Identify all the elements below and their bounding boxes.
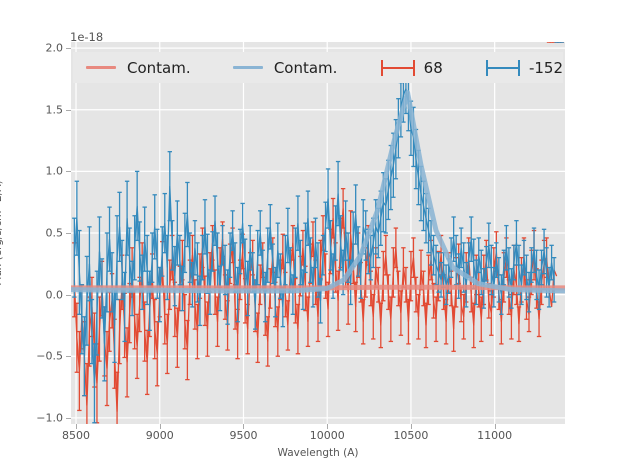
y-tick-label: 1.0 <box>45 164 64 178</box>
x-tick-mark <box>410 424 412 429</box>
legend-entry-1[interactable]: Contam. <box>220 52 338 83</box>
contamination-line <box>71 90 565 294</box>
x-tick-label: 8500 <box>62 429 91 442</box>
chart-legend[interactable]: Contam. Contam. 68 -152 <box>73 52 563 83</box>
x-tick-label: 11000 <box>477 429 513 442</box>
legend-errorbar-part <box>485 59 488 76</box>
y-tick-label: 0.0 <box>45 288 64 302</box>
y-tick-mark <box>66 109 71 111</box>
x-tick-label: 9000 <box>145 429 174 442</box>
x-tick-label: 9500 <box>229 429 258 442</box>
x-tick-mark <box>494 424 496 429</box>
y-tick-label: −0.5 <box>36 349 63 363</box>
y-tick-label: −1.0 <box>36 411 63 425</box>
y-tick-mark <box>66 417 71 419</box>
legend-label: 68 <box>423 58 443 77</box>
errorbar-series <box>72 42 564 424</box>
legend-entry-0[interactable]: Contam. <box>73 52 191 83</box>
legend-errorbar-part <box>380 66 415 69</box>
data-series-layer <box>71 42 565 424</box>
x-axis-label: Wavelength (A) <box>277 447 359 459</box>
x-tick-mark <box>243 424 245 429</box>
y-axis-exponent-label: 1e-18 <box>70 30 104 44</box>
legend-line-swatch-icon <box>232 66 263 69</box>
legend-errorbar-part <box>485 66 520 69</box>
x-tick-mark <box>76 424 78 429</box>
y-tick-label: 0.5 <box>45 226 64 240</box>
y-tick-mark <box>66 48 71 50</box>
x-tick-mark <box>159 424 161 429</box>
y-tick-mark <box>66 233 71 234</box>
legend-errorbar-swatch-icon <box>485 59 520 76</box>
legend-errorbar-part <box>412 59 415 76</box>
y-tick-label: 1.5 <box>45 103 64 117</box>
legend-entry-3[interactable]: -152 <box>472 52 563 83</box>
legend-label: Contam. <box>273 58 338 77</box>
x-tick-label: 10000 <box>309 429 345 442</box>
y-tick-label: 2.0 <box>45 41 64 55</box>
legend-errorbar-part <box>517 59 520 76</box>
legend-label: -152 <box>528 58 563 77</box>
y-tick-mark <box>66 294 71 296</box>
x-tick-mark <box>327 424 329 429</box>
x-tick-label: 10500 <box>393 429 429 442</box>
legend-label: Contam. <box>127 58 191 77</box>
y-axis-label: Flux (erg/s/cm^2/A) <box>0 180 4 286</box>
y-tick-mark <box>66 356 71 358</box>
legend-errorbar-swatch-icon <box>380 59 415 76</box>
y-tick-mark <box>66 171 71 173</box>
errorbar-series <box>72 42 564 424</box>
legend-line-swatch-icon <box>86 66 116 69</box>
legend-entry-2[interactable]: 68 <box>367 52 443 83</box>
legend-errorbar-part <box>380 59 383 76</box>
plot-area <box>71 42 565 424</box>
